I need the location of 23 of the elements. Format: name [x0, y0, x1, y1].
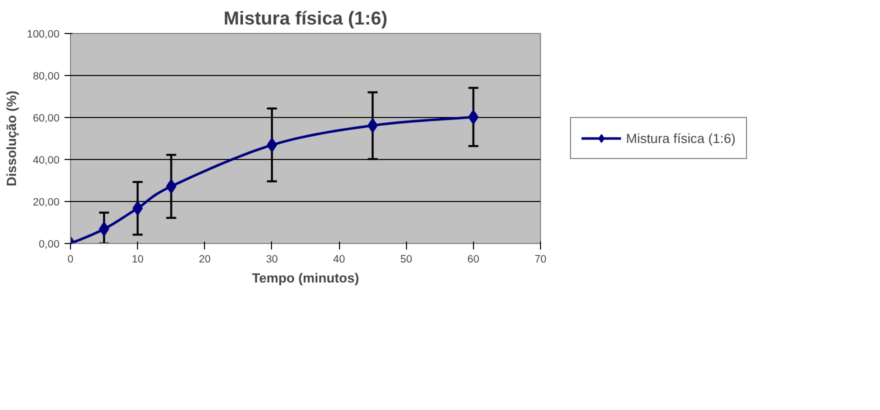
x-tick-label: 10 [132, 254, 144, 266]
point [98, 222, 110, 237]
point [266, 138, 278, 153]
x-tick-label: 70 [534, 254, 546, 266]
y-tick-label: 0,00 [38, 238, 60, 250]
y-axis-title: Dissolução (%) [4, 90, 19, 186]
x-tick-label: 40 [333, 254, 346, 266]
y-tick-label: 20,00 [32, 196, 60, 208]
y-tick-label: 80,00 [32, 70, 60, 82]
x-tick-label: 0 [68, 254, 74, 266]
x-tick-label: 60 [467, 254, 480, 266]
y-tick-label: 40,00 [32, 154, 60, 166]
x-tick-label: 20 [198, 254, 211, 266]
point [468, 110, 479, 125]
point [367, 118, 378, 133]
x-tick-label: 30 [266, 254, 278, 266]
x-tick-label: 50 [400, 254, 412, 266]
y-tick-label: 60,00 [32, 112, 60, 124]
point [132, 200, 143, 216]
x-axis-title: Tempo (minutos) [252, 270, 360, 286]
legend-label: Mistura física (1:6) [626, 130, 736, 146]
y-tick-label: 100,00 [26, 28, 60, 40]
chart-title: Mistura física (1:6) [224, 8, 388, 28]
